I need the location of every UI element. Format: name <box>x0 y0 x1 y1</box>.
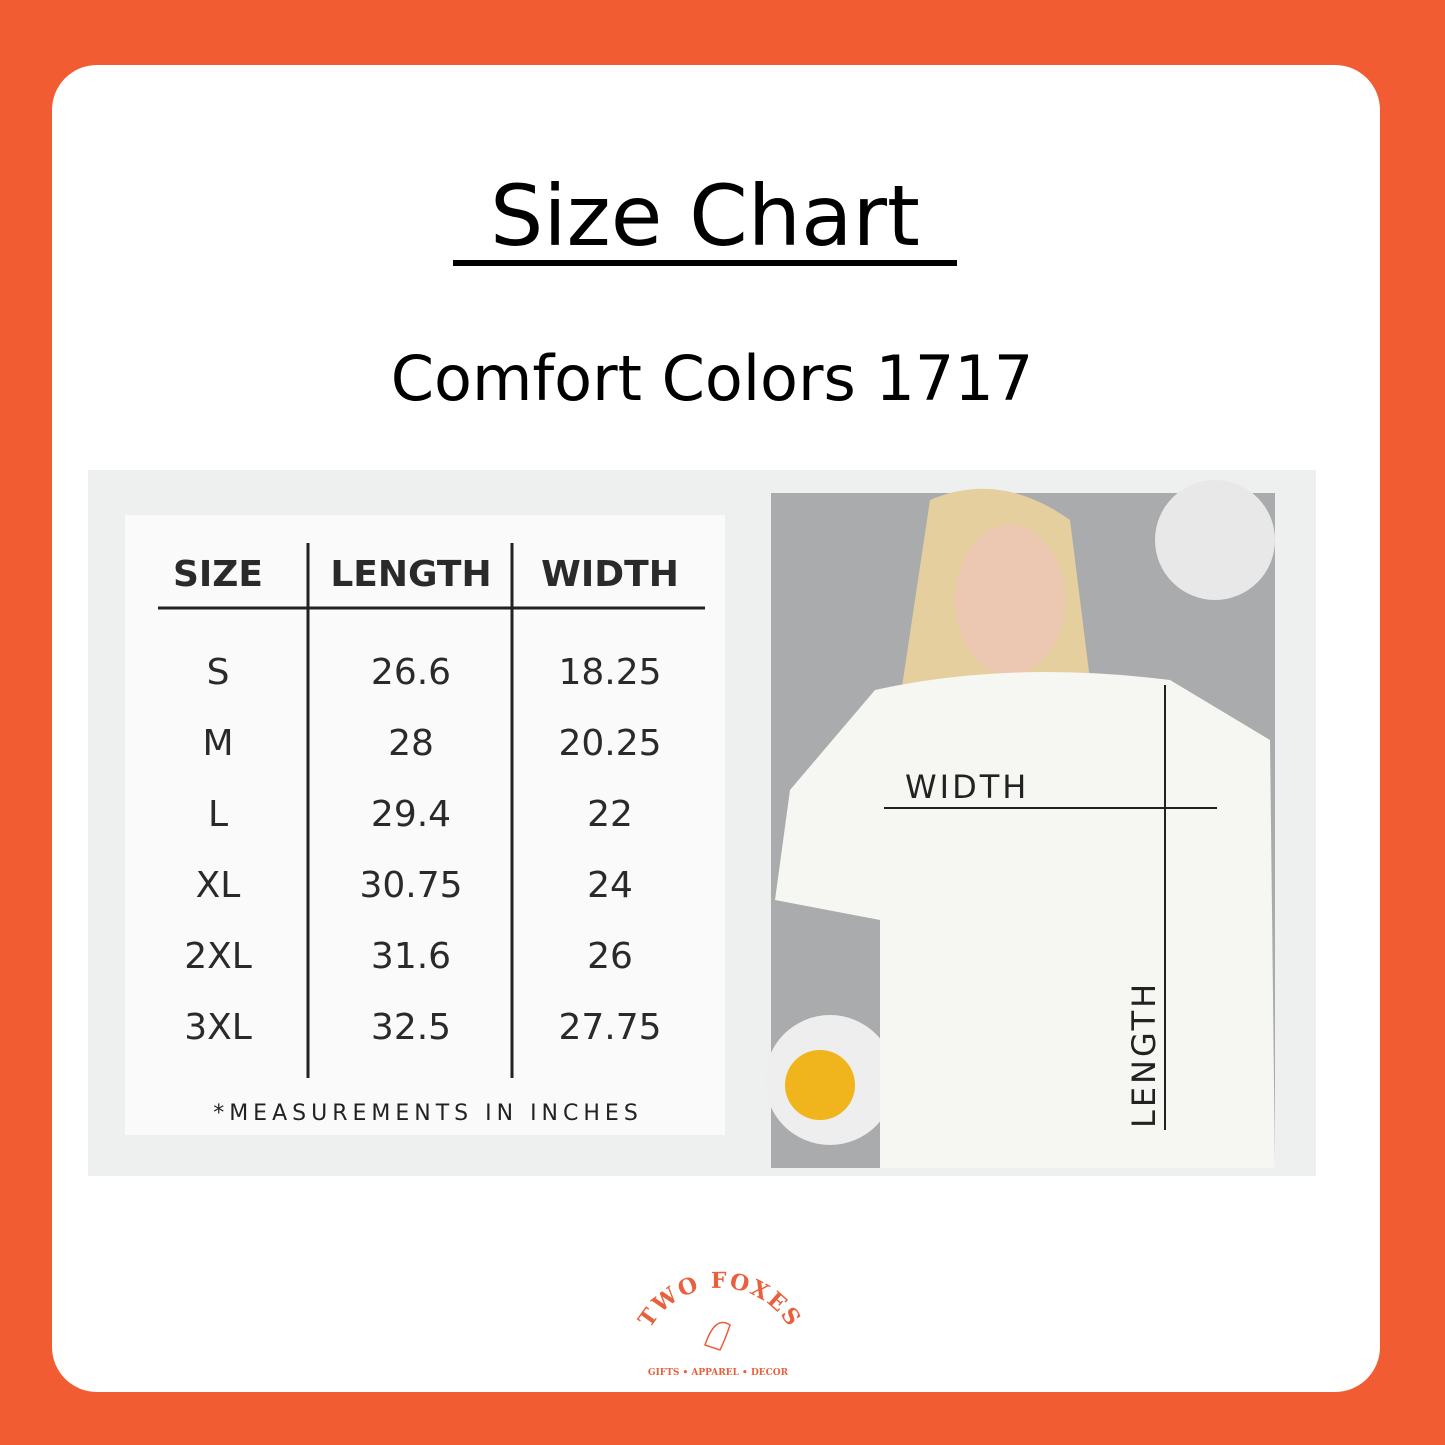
balloon <box>1155 480 1275 600</box>
table-cell: 26 <box>587 936 633 977</box>
table-cell: 2XL <box>184 936 252 977</box>
table-cell: L <box>208 794 228 835</box>
table-cell: 24 <box>587 865 633 906</box>
title: Size Chart <box>490 167 920 265</box>
photo: WIDTH LENGTH <box>765 480 1275 1168</box>
table-cell: XL <box>196 865 241 906</box>
balloon-center <box>785 1050 855 1120</box>
table-note: *MEASUREMENTS IN INCHES <box>213 1101 643 1126</box>
table-cell: 18.25 <box>558 652 661 693</box>
column-header: SIZE <box>173 554 263 595</box>
shirt <box>775 672 1275 1168</box>
table-cell: 27.75 <box>558 1007 661 1048</box>
size-table: SIZE LENGTH WIDTH S 26.6 18.25 M 28 20.25 L 29.4 22… <box>158 543 705 1078</box>
face <box>955 525 1065 675</box>
table-cell: 26.6 <box>371 652 451 693</box>
table-cell: 28 <box>388 723 434 764</box>
column-header: WIDTH <box>541 554 679 595</box>
table-cell: 3XL <box>184 1007 252 1048</box>
table-inner <box>125 515 725 1135</box>
table-cell: 29.4 <box>371 794 451 835</box>
table-cell: 31.6 <box>371 936 451 977</box>
column-header: LENGTH <box>330 554 491 595</box>
table-cell: 30.75 <box>359 865 462 906</box>
table-cell: S <box>207 652 230 693</box>
table-cell: 22 <box>587 794 633 835</box>
table-cell: 20.25 <box>558 723 661 764</box>
table-cell: M <box>202 723 233 764</box>
length-label: LENGTH <box>1125 981 1163 1128</box>
width-label: WIDTH <box>905 768 1029 806</box>
table-cell: 32.5 <box>371 1007 451 1048</box>
subtitle: Comfort Colors 1717 <box>391 342 1034 415</box>
fox-icon <box>704 1321 731 1351</box>
logo-tagline: GIFTS • APPAREL • DECOR <box>648 1368 789 1378</box>
